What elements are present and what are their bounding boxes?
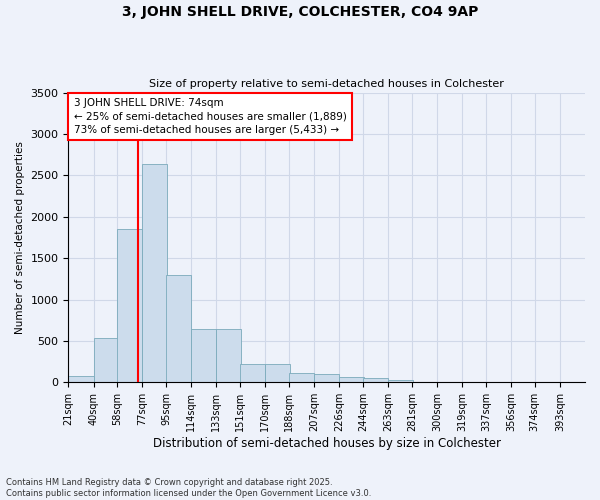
Bar xyxy=(117,229,142,382)
Bar xyxy=(217,328,241,382)
Title: Size of property relative to semi-detached houses in Colchester: Size of property relative to semi-detach… xyxy=(149,79,504,89)
Text: Contains HM Land Registry data © Crown copyright and database right 2025.
Contai: Contains HM Land Registry data © Crown c… xyxy=(6,478,371,498)
Bar xyxy=(68,376,94,382)
Text: 3, JOHN SHELL DRIVE, COLCHESTER, CO4 9AP: 3, JOHN SHELL DRIVE, COLCHESTER, CO4 9AP xyxy=(122,5,478,19)
Bar xyxy=(265,364,290,382)
Bar xyxy=(240,364,265,382)
Bar xyxy=(339,376,364,382)
Bar xyxy=(314,374,339,382)
Bar xyxy=(166,274,191,382)
Text: 3 JOHN SHELL DRIVE: 74sqm
← 25% of semi-detached houses are smaller (1,889)
73% : 3 JOHN SHELL DRIVE: 74sqm ← 25% of semi-… xyxy=(74,98,346,135)
X-axis label: Distribution of semi-detached houses by size in Colchester: Distribution of semi-detached houses by … xyxy=(153,437,501,450)
Bar xyxy=(363,378,388,382)
Bar xyxy=(142,164,167,382)
Y-axis label: Number of semi-detached properties: Number of semi-detached properties xyxy=(15,141,25,334)
Bar xyxy=(191,328,217,382)
Bar xyxy=(94,338,119,382)
Bar xyxy=(289,373,314,382)
Bar xyxy=(388,380,413,382)
